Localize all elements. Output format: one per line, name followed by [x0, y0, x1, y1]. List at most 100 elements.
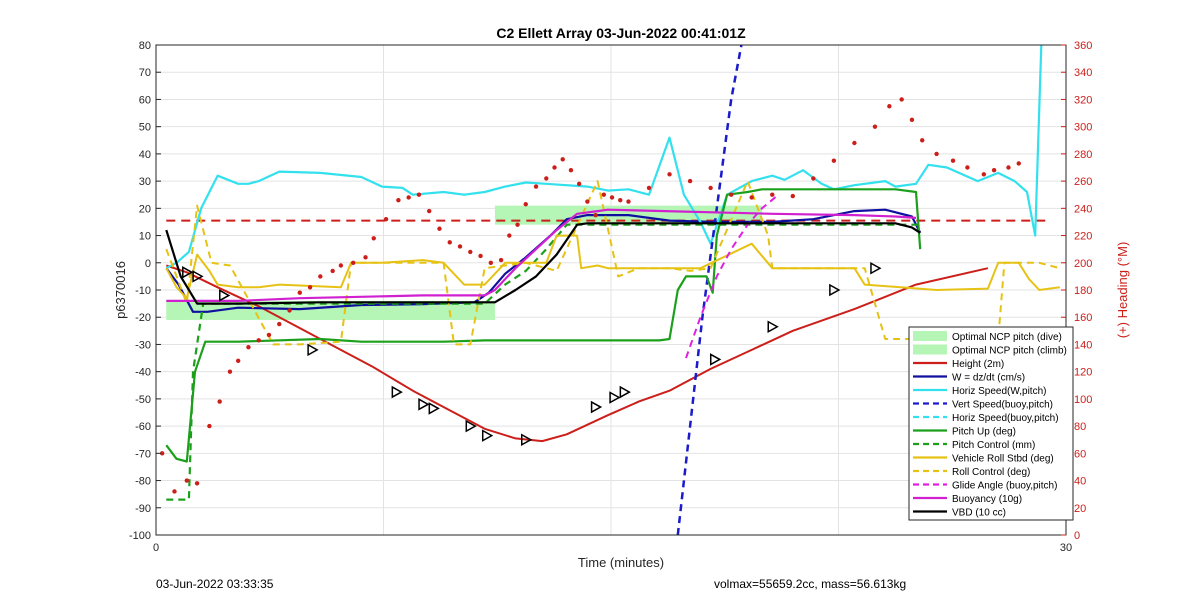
y-tick-label-right: 280: [1074, 149, 1092, 161]
y-tick-label-right: 260: [1074, 176, 1092, 188]
heading-dot: [728, 192, 734, 197]
heading-dot: [667, 172, 672, 177]
series-line: [165, 264, 989, 443]
y-tick-label-left: 70: [139, 67, 151, 79]
heading-dot: [416, 192, 422, 197]
series-group: [165, 44, 1061, 536]
heading-dot: [593, 212, 598, 218]
heading-dot: [507, 233, 512, 238]
heading-dot: [950, 158, 956, 163]
series-line: [165, 44, 1043, 270]
y-tick-label-left: -20: [135, 312, 151, 324]
y-axis-label-left: p6370016: [113, 261, 128, 319]
y-tick-label-left: 60: [139, 94, 151, 106]
legend-label: Horiz Speed(buoy,pitch): [952, 413, 1059, 424]
heading-dot: [297, 290, 302, 295]
y-tick-label-right: 40: [1074, 476, 1086, 488]
height-marker: [307, 343, 319, 357]
heading-dot: [991, 168, 997, 173]
y-tick-label-right: 200: [1074, 258, 1092, 270]
heading-dot: [831, 158, 837, 163]
legend-label: Vert Speed(buoy,pitch): [952, 400, 1053, 411]
heading-dot: [277, 321, 282, 327]
heading-dot: [920, 138, 925, 143]
y-ticks-left: 80 70 60 50 40 30 20 10 0 -10 -20 -30 -40 -50 -60 -70 -8…: [129, 40, 161, 542]
heading-dot: [307, 285, 313, 290]
heading-dot: [1016, 161, 1021, 166]
y-tick-label-left: -90: [135, 503, 151, 515]
heading-dot: [568, 168, 574, 173]
height-marker: [182, 266, 194, 279]
heading-dot: [287, 308, 292, 313]
y-tick-label-right: 220: [1074, 231, 1092, 243]
heading-dot: [533, 184, 539, 189]
y-tick-label-right: 0: [1074, 530, 1080, 542]
heading-dot: [887, 104, 892, 109]
y-tick-label-right: 140: [1074, 339, 1092, 351]
heading-dot: [227, 369, 233, 374]
y-tick-label-right: 300: [1074, 122, 1092, 134]
x-tick-label: 0: [153, 542, 159, 554]
heading-dot: [523, 202, 528, 207]
legend-box: [908, 326, 1074, 521]
heading-dot: [626, 199, 631, 204]
heading-dot: [383, 217, 389, 222]
heading-dot: [852, 140, 857, 146]
y-tick-label-right: 60: [1074, 448, 1086, 460]
y-tick-label-left: -30: [135, 339, 151, 351]
height-marker: [709, 353, 722, 366]
series-line: [165, 234, 1060, 300]
y-tick-label-right: 340: [1074, 67, 1092, 79]
heading-dot: [544, 176, 549, 181]
legend: Optimal NCP pitch (dive) Optimal NCP pitc…: [908, 326, 1074, 521]
legend-label: Glide Angle (buoy,pitch): [952, 481, 1057, 492]
heading-dot: [246, 344, 251, 350]
y-tick-label-left: -100: [129, 530, 151, 542]
y-tick-label-right: 240: [1074, 203, 1092, 215]
height-marker: [192, 270, 204, 283]
legend-swatch: [913, 344, 947, 355]
heading-dot: [601, 192, 607, 197]
height-markers: [182, 261, 882, 446]
heading-dot: [488, 260, 494, 265]
series-line: [165, 188, 922, 463]
x-ticks: 0 30: [153, 542, 1072, 554]
height-marker: [870, 261, 882, 275]
heading-dot: [770, 192, 775, 197]
heading-dot: [256, 338, 261, 343]
heading-dot: [194, 481, 200, 486]
legend-label: Pitch Up (deg): [952, 427, 1016, 438]
y-tick-label-left: 80: [139, 40, 151, 52]
y-tick-label-left: 30: [139, 176, 151, 188]
heading-dot: [396, 197, 401, 203]
chart-title: C2 Ellett Array 03-Jun-2022 00:41:01Z: [496, 25, 746, 41]
heading-dot: [811, 176, 816, 181]
heading-dot: [363, 255, 368, 260]
legend-label: Vehicle Roll Stbd (deg): [952, 454, 1054, 465]
series-line: [165, 180, 1061, 346]
y-tick-label-right: 320: [1074, 94, 1092, 106]
height-marker: [465, 419, 477, 433]
y-axis-label-right: (+) Heading (°M): [1115, 242, 1130, 339]
heading-dot: [371, 236, 376, 241]
heading-dot: [687, 178, 693, 184]
heading-dot: [159, 451, 165, 456]
heading-dot: [427, 208, 432, 214]
height-marker: [391, 385, 403, 399]
heading-dot: [909, 117, 915, 123]
heading-dot: [266, 332, 272, 338]
heading-dot: [515, 222, 520, 227]
series-line: [166, 223, 921, 501]
heading-dot: [447, 240, 452, 245]
heading-dot: [468, 249, 473, 255]
heading-dot: [457, 244, 463, 249]
height-marker: [767, 320, 779, 334]
height-marker: [590, 400, 603, 414]
heading-dot: [338, 263, 344, 268]
heading-dots: [159, 97, 1021, 494]
legend-label: Optimal NCP pitch (dive): [952, 332, 1062, 343]
heading-dot: [330, 268, 335, 274]
legend-swatch: [913, 331, 947, 341]
heading-dot: [708, 185, 713, 191]
heading-dot: [790, 193, 795, 199]
